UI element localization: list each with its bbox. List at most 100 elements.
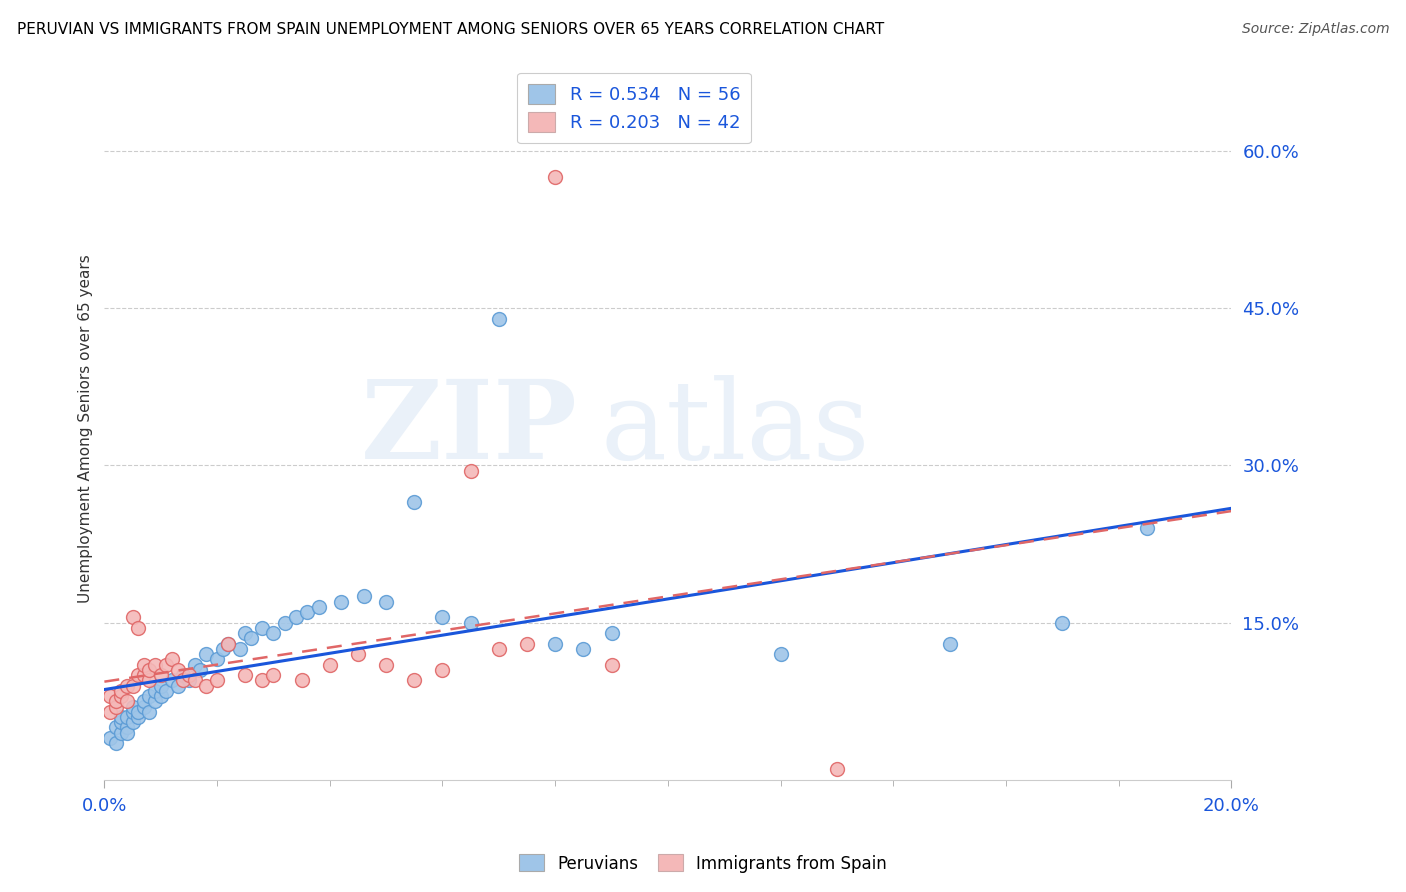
Point [600, 626, 623, 640]
Point [143, 694, 166, 708]
Point [138, 673, 160, 688]
Point [938, 637, 960, 651]
Point [132, 668, 155, 682]
Point [460, 615, 482, 630]
Point [166, 663, 188, 677]
Point [104, 721, 127, 735]
Point [138, 705, 160, 719]
Point [262, 668, 284, 682]
Point [110, 683, 132, 698]
Point [98, 689, 121, 703]
Point [110, 689, 132, 703]
Point [516, 637, 538, 651]
Point [115, 721, 138, 735]
Text: ZIP: ZIP [361, 376, 578, 483]
Point [239, 632, 262, 646]
Point [273, 615, 295, 630]
Point [110, 710, 132, 724]
Point [127, 668, 149, 682]
Point [166, 679, 188, 693]
Point [149, 689, 172, 703]
Point [177, 673, 200, 688]
Point [375, 657, 398, 672]
Point [488, 641, 510, 656]
Point [115, 725, 138, 739]
Point [353, 590, 375, 604]
Point [121, 699, 143, 714]
Point [121, 715, 143, 730]
Point [404, 495, 426, 509]
Point [132, 699, 155, 714]
Point [149, 668, 172, 682]
Point [572, 641, 595, 656]
Point [769, 647, 792, 661]
Point [183, 657, 205, 672]
Y-axis label: Unemployment Among Seniors over 65 years: Unemployment Among Seniors over 65 years [79, 254, 93, 603]
Point [194, 647, 217, 661]
Point [172, 673, 194, 688]
Text: Source: ZipAtlas.com: Source: ZipAtlas.com [1241, 22, 1389, 37]
Point [121, 705, 143, 719]
Text: PERUVIAN VS IMMIGRANTS FROM SPAIN UNEMPLOYMENT AMONG SENIORS OVER 65 YEARS CORRE: PERUVIAN VS IMMIGRANTS FROM SPAIN UNEMPL… [17, 22, 884, 37]
Point [155, 657, 177, 672]
Point [127, 621, 149, 635]
Point [233, 626, 256, 640]
Point [104, 699, 127, 714]
Point [205, 652, 228, 666]
Point [544, 170, 567, 185]
Point [121, 679, 143, 693]
Point [217, 637, 239, 651]
Point [115, 679, 138, 693]
Point [155, 683, 177, 698]
Point [110, 715, 132, 730]
Legend: R = 0.534   N = 56, R = 0.203   N = 42: R = 0.534 N = 56, R = 0.203 N = 42 [517, 72, 751, 144]
Point [262, 626, 284, 640]
Point [143, 657, 166, 672]
Point [347, 647, 370, 661]
Point [127, 710, 149, 724]
Point [127, 705, 149, 719]
Point [250, 673, 273, 688]
Point [149, 679, 172, 693]
Point [330, 595, 353, 609]
Point [104, 736, 127, 750]
Point [1136, 521, 1159, 535]
Point [211, 641, 233, 656]
Point [404, 673, 426, 688]
Point [177, 668, 200, 682]
Point [319, 657, 342, 672]
Point [132, 694, 155, 708]
Point [233, 668, 256, 682]
Point [132, 657, 155, 672]
Point [121, 610, 143, 624]
Point [250, 621, 273, 635]
Point [460, 464, 482, 478]
Point [115, 694, 138, 708]
Point [172, 668, 194, 682]
Point [825, 763, 848, 777]
Point [160, 673, 183, 688]
Point [308, 599, 330, 614]
Point [115, 710, 138, 724]
Point [104, 694, 127, 708]
Point [600, 657, 623, 672]
Point [432, 663, 454, 677]
Point [217, 637, 239, 651]
Point [432, 610, 454, 624]
Point [544, 637, 567, 651]
Point [291, 673, 314, 688]
Point [488, 311, 510, 326]
Point [143, 683, 166, 698]
Point [205, 673, 228, 688]
Point [375, 595, 398, 609]
Point [228, 641, 250, 656]
Point [183, 673, 205, 688]
Point [98, 731, 121, 745]
Point [138, 689, 160, 703]
Point [98, 705, 121, 719]
Point [138, 663, 160, 677]
Point [297, 605, 319, 619]
Point [285, 610, 308, 624]
Point [188, 663, 211, 677]
Legend: Peruvians, Immigrants from Spain: Peruvians, Immigrants from Spain [512, 847, 894, 880]
